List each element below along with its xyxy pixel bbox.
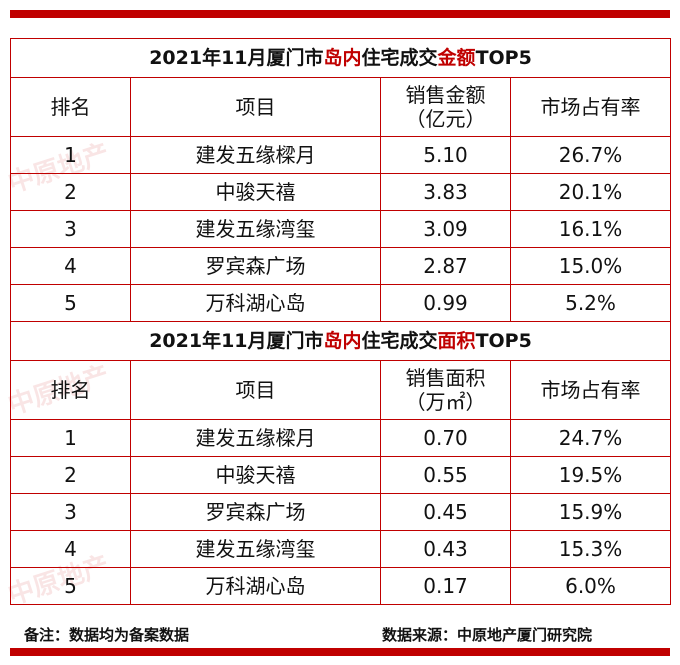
project-cell: 建发五缘湾玺 xyxy=(130,210,381,248)
rank-cell: 3 xyxy=(10,210,131,248)
share-cell: 19.5% xyxy=(509,456,672,494)
value-cell: 3.09 xyxy=(380,210,511,248)
rank-cell: 1 xyxy=(10,136,131,174)
table-row: 4 建发五缘湾玺 0.43 15.3% xyxy=(10,530,672,568)
project-cell: 中骏天禧 xyxy=(130,456,381,494)
area-table-title: 2021年11月厦门市岛内住宅成交面积TOP5 xyxy=(9,321,672,361)
share-cell: 20.1% xyxy=(509,173,672,211)
rank-cell: 2 xyxy=(10,173,131,211)
header-project: 项目 xyxy=(130,360,381,420)
footer-note: 备注：数据均为备案数据 xyxy=(24,626,190,644)
table-row: 1 建发五缘樑月 5.10 26.7% xyxy=(10,136,672,174)
top-red-bar xyxy=(10,10,670,18)
header-market-share: 市场占有率 xyxy=(509,77,672,137)
value-cell: 5.10 xyxy=(380,136,511,174)
amount-table: 2021年11月厦门市岛内住宅成交金额TOP5 排名 项目 销售金额 （亿元） … xyxy=(9,38,672,605)
table-row: 5 万科湖心岛 0.17 6.0% xyxy=(10,567,672,605)
project-cell: 建发五缘樑月 xyxy=(130,419,381,457)
table-row: 4 罗宾森广场 2.87 15.0% xyxy=(10,247,672,285)
project-cell: 万科湖心岛 xyxy=(130,567,381,605)
share-cell: 16.1% xyxy=(509,210,672,248)
rank-cell: 4 xyxy=(10,247,131,285)
rank-cell: 3 xyxy=(10,493,131,531)
value-cell: 0.55 xyxy=(380,456,511,494)
project-cell: 建发五缘樑月 xyxy=(130,136,381,174)
amount-table-title: 2021年11月厦门市岛内住宅成交金额TOP5 xyxy=(9,38,672,78)
share-cell: 15.9% xyxy=(509,493,672,531)
header-rank: 排名 xyxy=(10,77,131,137)
project-cell: 中骏天禧 xyxy=(130,173,381,211)
bottom-red-bar xyxy=(10,648,670,656)
value-cell: 0.45 xyxy=(380,493,511,531)
rank-cell: 2 xyxy=(10,456,131,494)
value-cell: 0.43 xyxy=(380,530,511,568)
header-sales-amount: 销售金额 （亿元） xyxy=(380,77,511,137)
header-rank: 排名 xyxy=(10,360,131,420)
value-cell: 0.17 xyxy=(380,567,511,605)
rank-cell: 4 xyxy=(10,530,131,568)
share-cell: 6.0% xyxy=(509,567,672,605)
table-row: 2 中骏天禧 3.83 20.1% xyxy=(10,173,672,211)
table-row: 1 建发五缘樑月 0.70 24.7% xyxy=(10,419,672,457)
share-cell: 15.0% xyxy=(509,247,672,285)
table-row: 5 万科湖心岛 0.99 5.2% xyxy=(10,284,672,322)
table-row: 3 罗宾森广场 0.45 15.9% xyxy=(10,493,672,531)
share-cell: 24.7% xyxy=(509,419,672,457)
rank-cell: 1 xyxy=(10,419,131,457)
project-cell: 万科湖心岛 xyxy=(130,284,381,322)
value-cell: 0.99 xyxy=(380,284,511,322)
value-cell: 0.70 xyxy=(380,419,511,457)
project-cell: 罗宾森广场 xyxy=(130,247,381,285)
share-cell: 15.3% xyxy=(509,530,672,568)
header-market-share: 市场占有率 xyxy=(509,360,672,420)
value-cell: 2.87 xyxy=(380,247,511,285)
value-cell: 3.83 xyxy=(380,173,511,211)
table-row: 3 建发五缘湾玺 3.09 16.1% xyxy=(10,210,672,248)
share-cell: 5.2% xyxy=(509,284,672,322)
table-row: 2 中骏天禧 0.55 19.5% xyxy=(10,456,672,494)
share-cell: 26.7% xyxy=(509,136,672,174)
header-project: 项目 xyxy=(130,77,381,137)
header-sales-area: 销售面积 （万㎡） xyxy=(380,360,511,420)
project-cell: 罗宾森广场 xyxy=(130,493,381,531)
tables-container: 2021年11月厦门市岛内住宅成交金额TOP5 排名 项目 销售金额 （亿元） … xyxy=(9,38,672,622)
footer-source: 数据来源：中原地产厦门研究院 xyxy=(382,626,593,644)
project-cell: 建发五缘湾玺 xyxy=(130,530,381,568)
rank-cell: 5 xyxy=(10,284,131,322)
rank-cell: 5 xyxy=(10,567,131,605)
